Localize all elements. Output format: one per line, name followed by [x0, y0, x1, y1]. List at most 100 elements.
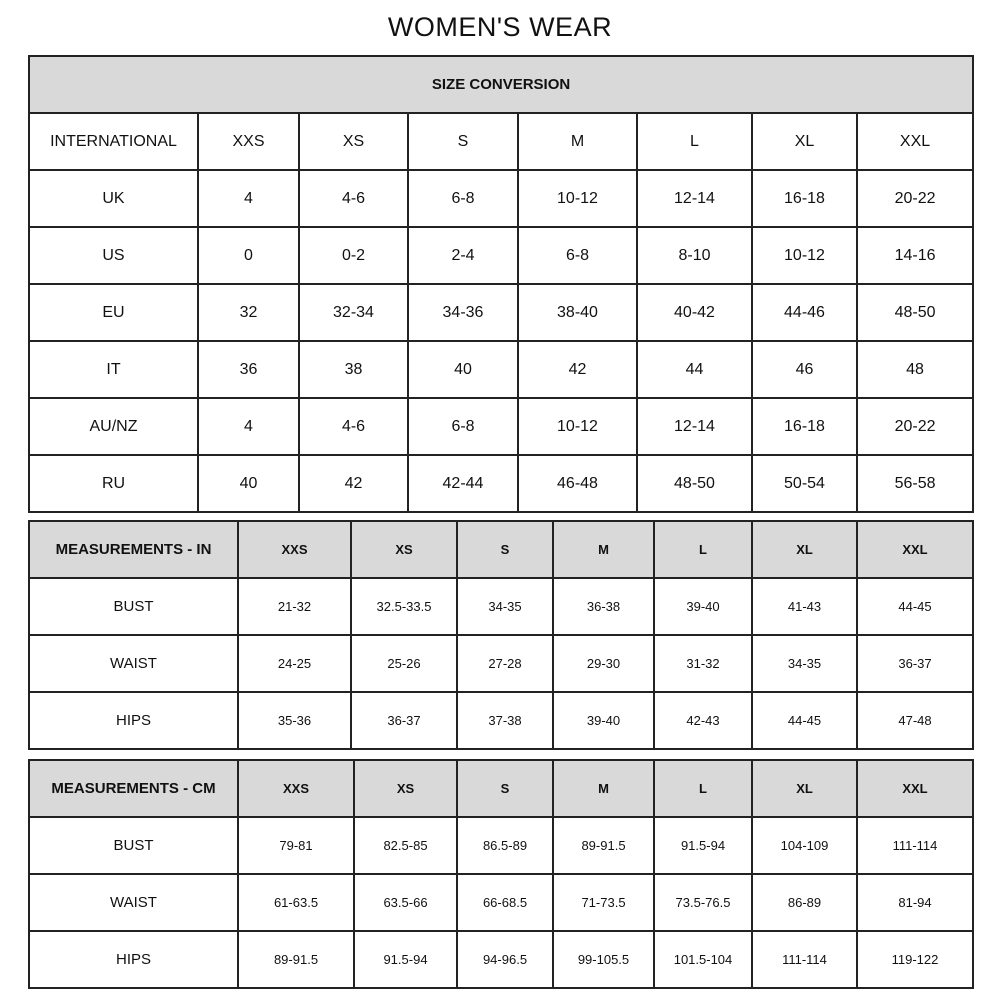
table-cell: 79-81 — [237, 816, 355, 875]
table-cell: 24-25 — [237, 634, 352, 693]
table-cell: 20-22 — [855, 169, 975, 228]
table-cell: 6-8 — [407, 397, 519, 456]
table-row: RU 40 42 42-44 46-48 48-50 50-54 56-58 — [28, 454, 975, 513]
header-row: MEASUREMENTS - CM XXS XS S M L XL XXL — [28, 759, 974, 818]
size-conversion-table: SIZE CONVERSION INTERNATIONAL XXS XS S M L XL X… — [27, 55, 975, 513]
table-cell: 44-45 — [856, 577, 974, 636]
table-row: AU/NZ 4 4-6 6-8 10-12 12-14 16-18 20-22 — [28, 397, 975, 456]
row-label: AU/NZ — [28, 397, 199, 456]
row-label: BUST — [28, 577, 239, 636]
column-header: S — [456, 759, 554, 818]
table-row: EU 32 32-34 34-36 38-40 40-42 44-46 48-50 — [28, 283, 975, 342]
column-header: M — [552, 520, 655, 579]
table-cell: 36-37 — [350, 691, 458, 750]
table-cell: 34-35 — [751, 634, 858, 693]
table-row: INTERNATIONAL XXS XS S M L XL XXL — [28, 112, 975, 171]
table-cell: 66-68.5 — [456, 873, 554, 932]
table-cell: 48-50 — [855, 283, 975, 342]
row-header-label: MEASUREMENTS - IN — [28, 520, 239, 579]
table-cell: 25-26 — [350, 634, 458, 693]
table-cell: 44 — [636, 340, 753, 399]
row-label: UK — [28, 169, 199, 228]
table-cell: 6-8 — [407, 169, 519, 228]
table-cell: 4-6 — [298, 169, 409, 228]
table-cell: 41-43 — [751, 577, 858, 636]
row-header-label: MEASUREMENTS - CM — [28, 759, 239, 818]
row-label: US — [28, 226, 199, 285]
row-label: IT — [28, 340, 199, 399]
table-row: IT 36 38 40 42 44 46 48 — [28, 340, 975, 399]
table-cell: S — [407, 112, 519, 171]
table-cell: 42 — [298, 454, 409, 513]
table-cell: 37-38 — [456, 691, 554, 750]
table-cell: 104-109 — [751, 816, 858, 875]
table-cell: 91.5-94 — [353, 930, 458, 989]
table-cell: 10-12 — [751, 226, 858, 285]
table-cell: 4-6 — [298, 397, 409, 456]
size-conversion-heading: SIZE CONVERSION — [27, 55, 975, 114]
column-header: XXS — [237, 759, 355, 818]
table-cell: 12-14 — [636, 169, 753, 228]
table-cell: 91.5-94 — [653, 816, 753, 875]
table-cell: XXL — [855, 112, 975, 171]
table-cell: 34-35 — [456, 577, 554, 636]
table-cell: 36-38 — [552, 577, 655, 636]
column-header: S — [456, 520, 554, 579]
table-row: BUST 79-81 82.5-85 86.5-89 89-91.5 91.5-94 104… — [28, 816, 974, 875]
table-cell: 73.5-76.5 — [653, 873, 753, 932]
row-label: WAIST — [28, 634, 239, 693]
table-cell: 86-89 — [751, 873, 858, 932]
table-cell: 40 — [197, 454, 300, 513]
column-header: L — [653, 759, 753, 818]
column-header: M — [552, 759, 655, 818]
column-header: L — [653, 520, 753, 579]
row-label: INTERNATIONAL — [28, 112, 199, 171]
column-header: XS — [353, 759, 458, 818]
row-label: RU — [28, 454, 199, 513]
table-cell: 32.5-33.5 — [350, 577, 458, 636]
table-cell: 46-48 — [517, 454, 638, 513]
table-cell: 94-96.5 — [456, 930, 554, 989]
table-cell: 89-91.5 — [552, 816, 655, 875]
table-cell: 119-122 — [856, 930, 974, 989]
table-row: HIPS 35-36 36-37 37-38 39-40 42-43 44-45 47-48 — [28, 691, 974, 750]
table-cell: 35-36 — [237, 691, 352, 750]
table-cell: 42-44 — [407, 454, 519, 513]
table-cell: 2-4 — [407, 226, 519, 285]
table-row: WAIST 24-25 25-26 27-28 29-30 31-32 34-35 36-37 — [28, 634, 974, 693]
table-cell: 32 — [197, 283, 300, 342]
table-cell: 99-105.5 — [552, 930, 655, 989]
table-cell: L — [636, 112, 753, 171]
table-cell: 20-22 — [855, 397, 975, 456]
table-cell: XS — [298, 112, 409, 171]
measurements-cm-table: MEASUREMENTS - CM XXS XS S M L XL XXL BUST 79-81 8… — [28, 759, 974, 989]
table-cell: 48-50 — [636, 454, 753, 513]
table-cell: 6-8 — [517, 226, 638, 285]
table-cell: 27-28 — [456, 634, 554, 693]
table-cell: 50-54 — [751, 454, 858, 513]
table-cell: 32-34 — [298, 283, 409, 342]
table-cell: 86.5-89 — [456, 816, 554, 875]
table-cell: 111-114 — [856, 816, 974, 875]
table-cell: 47-48 — [856, 691, 974, 750]
table-cell: 39-40 — [552, 691, 655, 750]
measurements-in-table: MEASUREMENTS - IN XXS XS S M L XL XXL BUST 21-32 3… — [28, 520, 974, 750]
table-cell: 40 — [407, 340, 519, 399]
table-cell: 48 — [855, 340, 975, 399]
row-label: HIPS — [28, 691, 239, 750]
table-cell: 61-63.5 — [237, 873, 355, 932]
table-cell: 40-42 — [636, 283, 753, 342]
table-cell: 42-43 — [653, 691, 753, 750]
table-cell: 81-94 — [856, 873, 974, 932]
table-cell: 16-18 — [751, 169, 858, 228]
table-row: WAIST 61-63.5 63.5-66 66-68.5 71-73.5 73.5-76… — [28, 873, 974, 932]
column-header: XL — [751, 759, 858, 818]
column-header: XXL — [856, 759, 974, 818]
table-cell: 38-40 — [517, 283, 638, 342]
table-cell: 0 — [197, 226, 300, 285]
table-cell: 4 — [197, 169, 300, 228]
header-row: MEASUREMENTS - IN XXS XS S M L XL XXL — [28, 520, 974, 579]
table-row: US 0 0-2 2-4 6-8 8-10 10-12 14-16 — [28, 226, 975, 285]
row-label: EU — [28, 283, 199, 342]
table-cell: 36-37 — [856, 634, 974, 693]
